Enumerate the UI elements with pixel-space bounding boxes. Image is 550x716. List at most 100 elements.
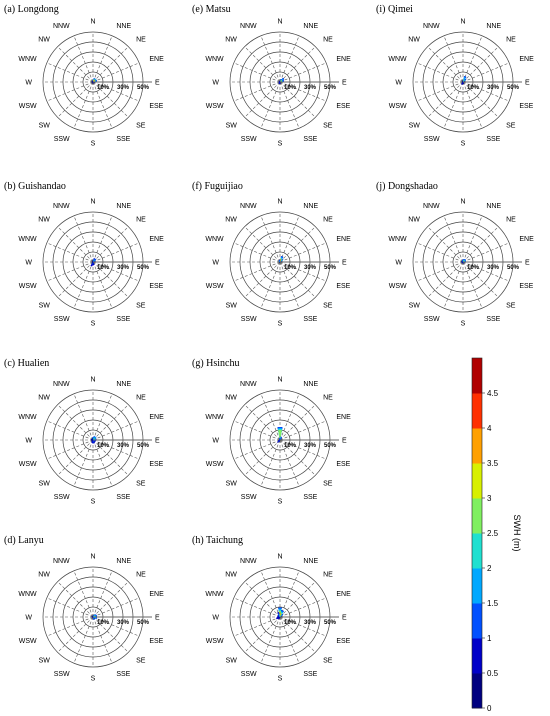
grid-spoke: [427, 226, 464, 263]
direction-label-ese: ESE: [149, 461, 163, 468]
sector-wnw: [92, 261, 93, 262]
grid-spoke: [57, 81, 94, 118]
sector-bin: [92, 262, 93, 263]
grid-spoke: [244, 261, 281, 298]
sector-sw: [461, 82, 463, 84]
sector-bin: [92, 440, 93, 442]
direction-label-wsw: WSW: [206, 283, 224, 290]
grid-spoke: [462, 261, 510, 282]
direction-label-nne: NNE: [303, 203, 318, 210]
colorbar-tick-label: 0.5: [487, 669, 499, 678]
direction-label-ese: ESE: [149, 103, 163, 110]
panel-title-taichung: (h) Taichung: [192, 535, 244, 546]
sector-bin: [279, 260, 281, 262]
ring-label: 10%: [284, 85, 297, 91]
sector-wsw: [91, 440, 93, 441]
grid-spoke: [462, 215, 483, 263]
direction-label-wnw: WNW: [18, 56, 37, 63]
direction-label-se: SE: [323, 303, 333, 310]
sector-n: [462, 259, 464, 262]
grid-spoke: [46, 261, 94, 282]
ring-label: 30%: [304, 443, 317, 449]
sector-nw: [92, 616, 93, 617]
grid-spoke: [279, 616, 327, 637]
direction-label-nne: NNE: [116, 23, 131, 30]
direction-label-ssw: SSW: [424, 316, 440, 323]
grid-spoke: [57, 226, 94, 263]
direction-label-wsw: WSW: [389, 283, 407, 290]
ring-label: 30%: [117, 85, 130, 91]
grid-spoke: [46, 420, 94, 441]
ring-label: 30%: [117, 620, 130, 626]
sector-nnw: [278, 438, 280, 440]
direction-label-w: W: [25, 615, 32, 622]
direction-label-sw: SW: [39, 303, 51, 310]
sector-bin: [280, 437, 282, 440]
ring-label: 10%: [284, 443, 297, 449]
sector-w: [461, 261, 463, 263]
direction-label-s: S: [91, 499, 96, 506]
grid-spoke: [462, 81, 510, 102]
sector-ne: [280, 613, 284, 617]
direction-label-n: N: [277, 199, 282, 206]
direction-label-ne: NE: [323, 571, 333, 578]
direction-label-nnw: NNW: [53, 203, 70, 210]
direction-label-w: W: [212, 260, 219, 267]
direction-label-nw: NW: [38, 394, 50, 401]
direction-label-s: S: [91, 321, 96, 328]
sector-bin: [462, 82, 464, 84]
sector-bin: [462, 260, 463, 262]
grid-spoke: [92, 439, 140, 460]
sector-wnw: [278, 615, 280, 617]
grid-spoke: [244, 226, 281, 263]
sector-bin: [93, 259, 96, 262]
direction-label-s: S: [278, 141, 283, 148]
direction-label-wnw: WNW: [205, 56, 224, 63]
ring-label: 30%: [117, 265, 130, 271]
direction-label-e: E: [155, 615, 160, 622]
sector-wnw: [91, 616, 93, 617]
direction-label-ene: ENE: [336, 591, 351, 598]
direction-label-n: N: [90, 377, 95, 384]
sector-sse: [93, 617, 95, 620]
sector-w: [91, 439, 93, 441]
sector-wnw: [279, 261, 280, 262]
sector-n: [279, 259, 281, 262]
direction-label-w: W: [25, 438, 32, 445]
ring-label: 10%: [97, 265, 110, 271]
grid-spoke: [92, 46, 129, 83]
grid-spoke: [279, 46, 316, 83]
colorbar-segment: [472, 358, 482, 394]
sector-bin: [462, 82, 463, 83]
direction-label-ne: NE: [506, 36, 516, 43]
grid-spoke: [92, 261, 140, 282]
direction-label-sw: SW: [226, 658, 238, 665]
ring-label: 30%: [304, 265, 317, 271]
direction-label-se: SE: [323, 123, 333, 130]
direction-label-se: SE: [136, 123, 146, 130]
grid-spoke: [92, 62, 140, 83]
sector-bin: [279, 615, 281, 617]
sector-se: [93, 617, 96, 620]
sector-ene: [280, 79, 284, 82]
direction-label-wsw: WSW: [19, 638, 37, 645]
grid-spoke: [279, 404, 316, 441]
direction-label-e: E: [155, 438, 160, 445]
grid-spoke: [233, 616, 281, 637]
sector-ssw: [91, 440, 93, 443]
sector-bin: [92, 617, 93, 618]
direction-label-nnw: NNW: [240, 381, 257, 388]
sector-nnw: [277, 612, 280, 617]
sector-wsw: [279, 82, 280, 83]
sector-bin: [279, 82, 280, 83]
sector-bin: [277, 617, 280, 620]
sector-ne: [93, 258, 97, 262]
ring-label: 30%: [117, 443, 130, 449]
direction-label-e: E: [342, 615, 347, 622]
colorbar-segment: [472, 533, 482, 569]
sector-bin: [278, 617, 280, 619]
direction-label-e: E: [155, 260, 160, 267]
sector-nnw: [278, 260, 280, 262]
direction-label-sw: SW: [39, 123, 51, 130]
